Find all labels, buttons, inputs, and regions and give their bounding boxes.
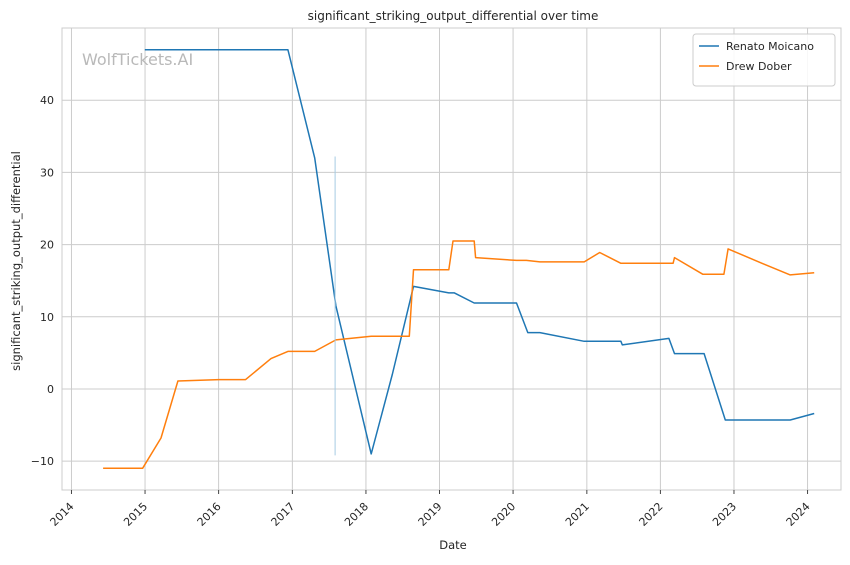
legend-label: Drew Dober xyxy=(726,60,792,73)
watermark: WolfTickets.AI xyxy=(82,50,193,69)
y-tick-label: 20 xyxy=(40,239,54,252)
y-axis-label: significant_striking_output_differential xyxy=(9,151,23,371)
y-tick-label: 30 xyxy=(40,166,54,179)
grid xyxy=(62,28,841,490)
legend-label: Renato Moicano xyxy=(726,40,814,53)
y-tick-label: 10 xyxy=(40,311,54,324)
y-tick-label: 0 xyxy=(47,383,54,396)
y-axis-ticks: −10 0 10 20 30 40 xyxy=(31,94,54,468)
x-axis-label: Date xyxy=(439,538,467,552)
series-layer xyxy=(103,48,815,470)
y-tick-label: 40 xyxy=(40,94,54,107)
chart-title: significant_striking_output_differential… xyxy=(308,9,599,23)
series-renato-moicano-line xyxy=(144,48,815,455)
plot-frame xyxy=(61,27,842,491)
legend-box xyxy=(692,33,836,87)
legend: Renato Moicano Drew Dober xyxy=(692,33,836,87)
series-drew-dober-line xyxy=(103,240,815,470)
y-tick-label: −10 xyxy=(31,455,54,468)
